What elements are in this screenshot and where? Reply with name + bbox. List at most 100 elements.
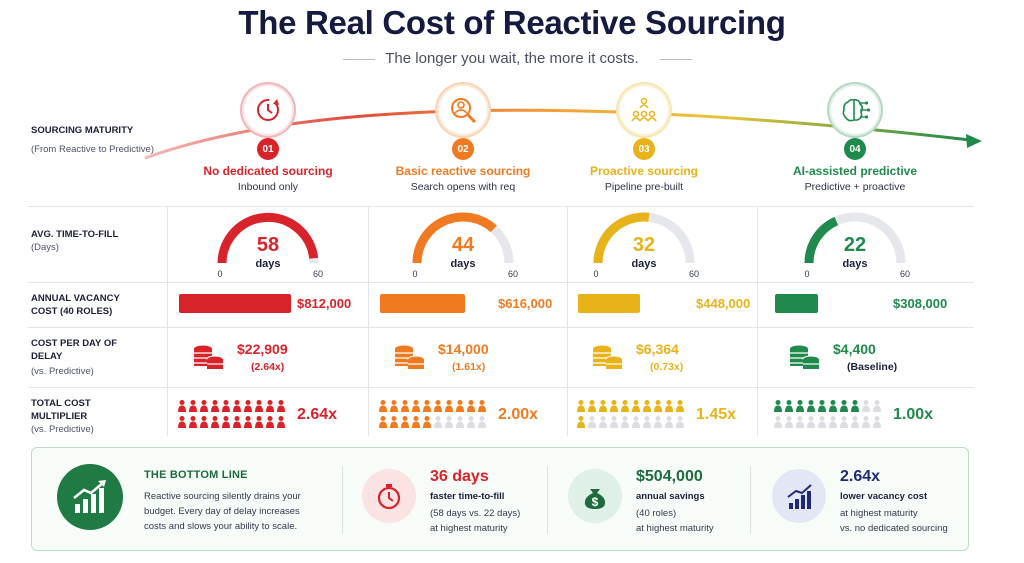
person-icon-empty — [862, 400, 870, 412]
gauge-unit: days — [842, 258, 867, 270]
column-divider — [567, 206, 568, 436]
person-icon-empty — [643, 416, 651, 428]
cost-per-day-value: $4,400 — [833, 341, 876, 357]
team-icon — [616, 82, 672, 138]
person-icon-filled — [211, 400, 219, 412]
bottom-line-heading: THE BOTTOM LINE — [144, 469, 248, 481]
person-icon-filled — [401, 416, 409, 428]
gauge-fill — [412, 212, 497, 264]
person-icon-empty — [851, 416, 859, 428]
cost-per-day-ratio: (1.61x) — [452, 361, 486, 373]
person-icon-empty — [654, 416, 662, 428]
stat-divider — [342, 466, 343, 534]
person-icon-empty — [873, 400, 881, 412]
person-icon-filled — [200, 416, 208, 428]
person-icon-filled — [796, 400, 804, 412]
page-title: The Real Cost of Reactive Sourcing — [238, 4, 786, 41]
person-icon-filled — [390, 400, 398, 412]
person-icon-empty — [774, 416, 782, 428]
person-icon-filled — [277, 416, 285, 428]
person-icon-empty — [610, 416, 618, 428]
stat-label: lower vacancy cost — [840, 491, 928, 502]
person-icon-filled — [599, 400, 607, 412]
magnifier-person-icon — [435, 82, 491, 138]
gauge-value: 44 — [452, 234, 475, 256]
gauge-min-label: 0 — [217, 269, 222, 277]
stat-detail: at highest maturity — [636, 523, 714, 534]
person-icon-filled — [621, 400, 629, 412]
row-divider — [28, 387, 974, 388]
person-icon-filled — [423, 400, 431, 412]
gauge-value: 32 — [633, 234, 655, 256]
stage-number-badge: 02 — [452, 138, 474, 160]
svg-text:$: $ — [592, 495, 599, 509]
gauge-value: 22 — [844, 234, 866, 256]
stat-detail: vs. no dedicated sourcing — [840, 523, 948, 534]
growth-chart-icon — [772, 469, 826, 523]
stage-name: Basic reactive sourcing — [395, 164, 531, 178]
growth-chart-icon — [57, 464, 123, 530]
person-icon-empty — [796, 416, 804, 428]
coin-stack-icon — [191, 340, 225, 377]
stage-number-badge: 03 — [633, 138, 655, 160]
row-label-cost-per-day: COST PER DAY OF DELAY (vs. Predictive) — [31, 338, 118, 377]
person-icon-filled — [255, 416, 263, 428]
person-icon-filled — [379, 416, 387, 428]
stage-description: Inbound only — [237, 181, 299, 193]
person-icon-empty — [456, 416, 464, 428]
person-icon-empty — [599, 416, 607, 428]
person-icon-filled — [588, 400, 596, 412]
vacancy-cost-bar — [578, 294, 640, 313]
stat-value: 36 days — [430, 468, 489, 485]
cost-per-day-value: $6,364 — [636, 341, 679, 357]
gauge-min-label: 0 — [412, 269, 417, 277]
person-icon-filled — [423, 416, 431, 428]
gauge-fill — [593, 212, 650, 264]
person-icon-filled — [577, 416, 585, 428]
gauge-unit: days — [255, 258, 280, 270]
subtitle-rule-left — [343, 59, 375, 60]
time-to-fill-gauge: 58 days 0 60 — [208, 211, 328, 279]
multiplier-value: 1.45x — [696, 406, 737, 423]
gauge-max-label: 60 — [900, 269, 910, 277]
time-to-fill-gauge: 44 days 0 60 — [403, 211, 523, 279]
person-icon-filled — [200, 400, 208, 412]
people-grid — [378, 397, 490, 436]
person-icon-filled — [577, 400, 585, 412]
cost-per-day-ratio: (Baseline) — [847, 361, 898, 373]
bottom-line-text: Reactive sourcing silently drains your b… — [144, 491, 301, 532]
vacancy-cost-value: $616,000 — [498, 296, 553, 311]
person-icon-empty — [478, 416, 486, 428]
people-grid — [177, 397, 289, 436]
person-icon-filled — [255, 400, 263, 412]
row-divider — [28, 327, 974, 328]
person-icon-filled — [785, 400, 793, 412]
stat-detail: (58 days vs. 22 days) — [430, 508, 521, 519]
person-icon-empty — [862, 416, 870, 428]
person-icon-empty — [665, 416, 673, 428]
person-icon-filled — [434, 400, 442, 412]
person-icon-empty — [807, 416, 815, 428]
clock-icon — [240, 82, 296, 138]
cost-per-day-ratio: (2.64x) — [251, 361, 285, 373]
column-divider — [167, 206, 168, 436]
stat-label: annual savings — [636, 491, 705, 502]
person-icon-filled — [610, 400, 618, 412]
time-to-fill-gauge: 22 days 0 60 — [795, 211, 915, 279]
person-icon-empty — [434, 416, 442, 428]
person-icon-filled — [467, 400, 475, 412]
person-icon-filled — [233, 416, 241, 428]
gauge-max-label: 60 — [313, 269, 323, 277]
stat-value: 2.64x — [840, 468, 881, 485]
person-icon-filled — [390, 416, 398, 428]
stage-name: No dedicated sourcing — [203, 164, 333, 178]
person-icon-filled — [178, 416, 186, 428]
bottom-line-panel: THE BOTTOM LINE Reactive sourcing silent… — [31, 447, 969, 551]
stat-detail: at highest maturity — [430, 523, 508, 534]
person-icon-filled — [665, 400, 673, 412]
gauge-fill — [217, 212, 319, 264]
multiplier-value: 1.00x — [893, 406, 934, 423]
person-icon-filled — [412, 416, 420, 428]
person-icon-filled — [222, 416, 230, 428]
